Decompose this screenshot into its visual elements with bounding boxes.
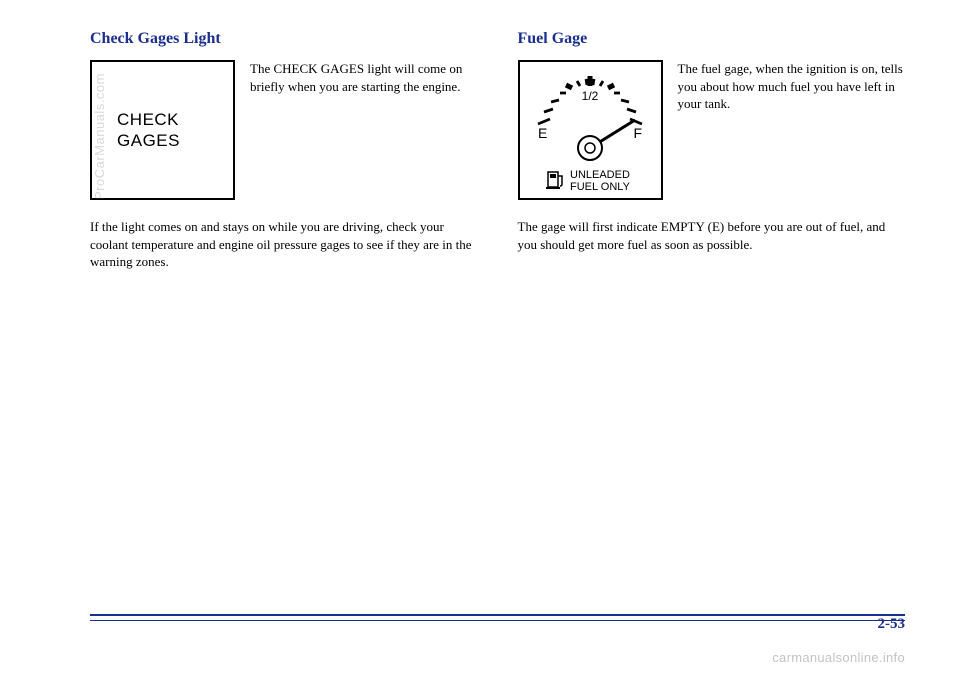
check-gages-figure: CHECKGAGES xyxy=(90,60,235,200)
check-gages-label: CHECKGAGES xyxy=(117,109,180,152)
right-topblock: 1/2 E F xyxy=(518,60,906,200)
right-column: Fuel Gage xyxy=(518,30,906,271)
left-column: Check Gages Light CHECKGAGES The CHECK G… xyxy=(90,30,478,271)
gauge-half-label: 1/2 xyxy=(582,89,599,103)
gauge-line2: FUEL ONLY xyxy=(570,181,631,193)
content-columns: Check Gages Light CHECKGAGES The CHECK G… xyxy=(90,30,905,271)
footer-rule-bottom xyxy=(90,620,905,621)
manual-page: Check Gages Light CHECKGAGES The CHECK G… xyxy=(0,0,960,681)
gauge-e-label: E xyxy=(538,125,547,141)
watermark-bottom: carmanualsonline.info xyxy=(772,650,905,665)
fuel-gage-svg: 1/2 E F xyxy=(520,62,660,198)
heading-right: Fuel Gage xyxy=(518,30,906,48)
page-number: 2-53 xyxy=(878,616,906,633)
left-side-text: The CHECK GAGES light will come on brief… xyxy=(250,60,478,95)
left-topblock: CHECKGAGES The CHECK GAGES light will co… xyxy=(90,60,478,200)
right-side-text: The fuel gage, when the ignition is on, … xyxy=(678,60,906,113)
right-paragraph: The gage will first indicate EMPTY (E) b… xyxy=(518,218,906,253)
footer-rule-top xyxy=(90,614,905,616)
fuel-gage-figure: 1/2 E F xyxy=(518,60,663,200)
watermark-side: ProCarManuals.com xyxy=(92,73,107,200)
fuel-pump-icon xyxy=(546,172,562,189)
gauge-line1: UNLEADED xyxy=(570,169,630,181)
gauge-f-label: F xyxy=(633,125,642,141)
heading-left: Check Gages Light xyxy=(90,30,478,48)
left-paragraph: If the light comes on and stays on while… xyxy=(90,218,478,271)
